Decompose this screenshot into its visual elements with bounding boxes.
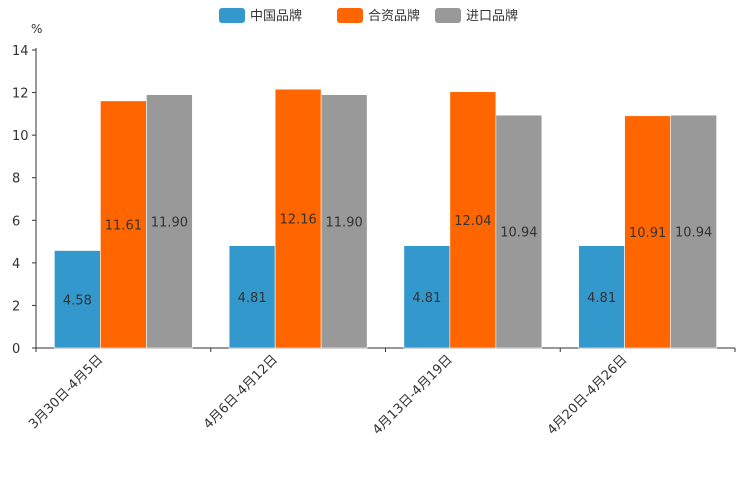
bar-data-label: 4.81: [587, 291, 616, 306]
x-category-label: 4月13日-4月19日: [370, 352, 456, 438]
bar-data-label: 12.16: [280, 213, 317, 228]
bar: [449, 91, 497, 349]
bar: [54, 250, 101, 349]
bar-data-labels: 4.58 11.61 11.90 4.81 12.16 11.90 4.81 12.04 10.…: [63, 213, 712, 309]
y-tick-label: 6: [12, 214, 20, 229]
x-category-label: 4月20日-4月26日: [545, 352, 631, 438]
bar: [403, 245, 451, 349]
y-tick-label: 12: [12, 87, 29, 102]
legend-label: 进口品牌: [466, 8, 518, 24]
bar: [670, 114, 717, 349]
y-tick-label: 8: [12, 172, 20, 187]
x-category-label: 4月6日-4月12日: [201, 352, 281, 432]
bar-data-label: 10.91: [629, 226, 666, 241]
legend-swatch: [435, 8, 461, 23]
legend: 中国品牌 合资品牌 进口品牌: [219, 8, 518, 24]
y-tick-label: 4: [12, 257, 20, 272]
y-tick-label: 10: [12, 129, 29, 144]
x-axis: 3月30日-4月5日 4月6日-4月12日 4月13日-4月19日 4月20日-4月2…: [26, 347, 736, 438]
bar-data-label: 10.94: [675, 226, 712, 241]
bar-data-label: 11.90: [326, 215, 363, 230]
bar: [228, 245, 276, 349]
bar-data-label: 11.90: [151, 215, 188, 230]
bar: [274, 88, 322, 349]
bar-data-label: 11.61: [105, 218, 142, 233]
legend-label: 合资品牌: [368, 8, 420, 24]
bar: [495, 114, 543, 349]
bar-data-label: 4.58: [63, 293, 92, 308]
y-tick-label: 0: [12, 342, 20, 357]
bar: [146, 94, 193, 349]
y-axis-unit-label: %: [31, 22, 42, 36]
y-axis: 0 2 4 6 8 10 12 14: [12, 44, 37, 357]
legend-label: 中国品牌: [250, 8, 302, 24]
bar-data-label: 4.81: [238, 291, 267, 306]
bars: [54, 88, 717, 349]
bar: [624, 115, 671, 349]
legend-swatch: [219, 8, 245, 23]
legend-swatch: [337, 8, 363, 23]
x-category-label: 3月30日-4月5日: [26, 352, 106, 432]
bar: [320, 94, 368, 349]
y-tick-label: 2: [12, 299, 20, 314]
bar-data-label: 12.04: [454, 214, 491, 229]
bar-data-label: 4.81: [412, 291, 441, 306]
bar: [578, 245, 625, 349]
bar-data-label: 10.94: [500, 226, 537, 241]
y-tick-label: 14: [12, 44, 29, 59]
